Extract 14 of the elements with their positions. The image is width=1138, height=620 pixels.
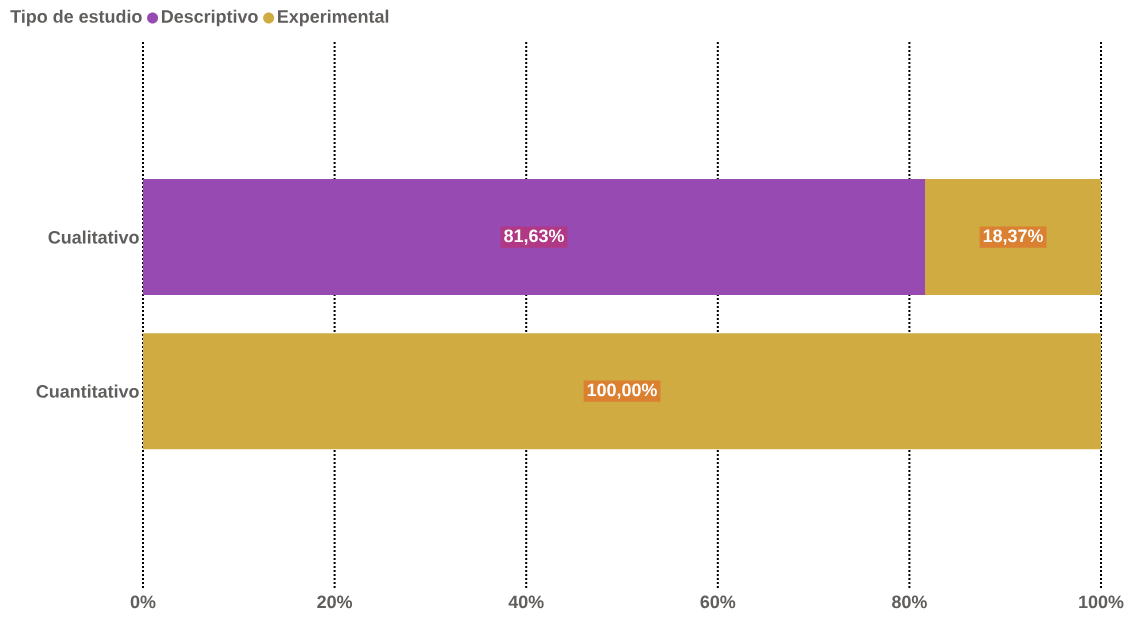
x-tick-label: 100% bbox=[1079, 595, 1124, 609]
legend-title: Tipo de estudio bbox=[10, 9, 142, 27]
data-label: 100,00% bbox=[587, 383, 657, 399]
x-tick-label: 80% bbox=[892, 595, 927, 609]
x-tick-label: 0% bbox=[130, 595, 156, 609]
x-tick-label: 60% bbox=[700, 595, 736, 609]
x-tick-label: 20% bbox=[317, 595, 353, 609]
data-label: 18,37% bbox=[983, 229, 1043, 245]
y-tick-label: Cuantitativo bbox=[36, 384, 139, 398]
legend-label: Descriptivo bbox=[161, 9, 258, 27]
y-tick-label: Cualitativo bbox=[48, 230, 139, 244]
data-label: 81,63% bbox=[504, 229, 564, 245]
x-tick-label: 40% bbox=[508, 595, 544, 609]
legend-label: Experimental bbox=[278, 9, 389, 27]
